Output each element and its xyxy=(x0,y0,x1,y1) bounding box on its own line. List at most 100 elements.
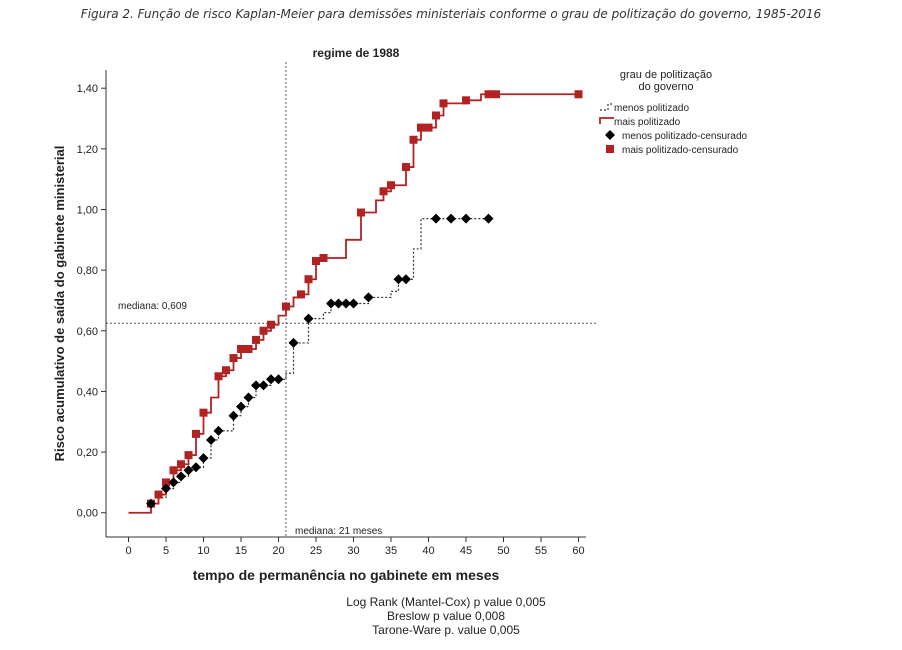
censor-mark-menos xyxy=(431,213,441,224)
censor-mark-menos xyxy=(206,434,216,445)
censor-mark-mais xyxy=(424,123,433,132)
y-tick-label: 0,60 xyxy=(77,326,98,338)
x-tick-label: 30 xyxy=(347,545,359,557)
stat-breslow: Breslow p value 0,008 xyxy=(386,609,506,623)
censor-mark-mais xyxy=(229,354,238,363)
x-axis-label: tempo de permanência no gabinete em mese… xyxy=(193,567,500,583)
censor-mark-mais xyxy=(199,408,208,417)
censor-mark-mais xyxy=(319,254,328,263)
censor-mark-menos xyxy=(273,374,284,385)
censor-mark-menos xyxy=(348,298,359,309)
censor-mark-mais xyxy=(154,490,163,499)
censor-mark-menos xyxy=(213,425,224,436)
censor-mark-mais xyxy=(462,96,470,105)
censor-mark-menos xyxy=(326,298,336,309)
y-tick-label: 0,40 xyxy=(77,386,98,398)
series-menos-politizado-line xyxy=(128,217,489,514)
y-axis-label: Risco acumulativo de saída do gabinete m… xyxy=(52,146,67,462)
censor-mark-menos xyxy=(236,401,246,412)
censor-mark-mais xyxy=(357,208,365,217)
censor-mark-mais xyxy=(244,344,253,353)
censor-mark-mais xyxy=(304,275,313,284)
x-tick-label: 10 xyxy=(197,545,209,557)
censor-mark-mais xyxy=(432,111,440,120)
y-tick-label: 1,20 xyxy=(77,144,98,156)
x-tick-label: 5 xyxy=(163,545,169,557)
censor-mark-menos xyxy=(243,392,254,403)
censor-mark-mais xyxy=(312,257,320,266)
y-tick-label: 0,80 xyxy=(77,265,98,277)
x-tick-label: 55 xyxy=(535,545,547,557)
censor-mark-mais xyxy=(409,135,418,144)
censor-mark-menos xyxy=(341,298,351,309)
x-tick-label: 60 xyxy=(572,545,584,557)
censor-mark-mais xyxy=(177,460,185,469)
censor-mark-mais xyxy=(192,429,200,438)
censor-mark-menos xyxy=(303,313,314,324)
x-tick-label: 45 xyxy=(460,545,472,557)
censor-mark-menos xyxy=(251,380,261,391)
censor-mark-mais xyxy=(492,90,500,99)
censor-mark-menos xyxy=(228,410,239,421)
stat-taroneware: Tarone-Ware p. value 0,005 xyxy=(372,623,520,637)
y-tick-label: 1,40 xyxy=(77,83,98,95)
censor-mark-menos xyxy=(446,213,456,224)
x-tick-label: 20 xyxy=(272,545,284,557)
censor-mark-mais xyxy=(222,366,230,375)
censor-mark-mais xyxy=(387,181,395,190)
censor-mark-menos xyxy=(461,213,471,224)
y-tick-label: 0,20 xyxy=(77,447,98,459)
legend-swatch-mais-censurado xyxy=(606,145,614,153)
censor-mark-menos xyxy=(288,337,299,348)
censor-mark-menos xyxy=(333,298,344,309)
median-h-label: mediana: 0,609 xyxy=(118,301,187,312)
censor-mark-menos xyxy=(393,274,404,285)
censor-mark-mais xyxy=(169,466,178,475)
censor-mark-menos xyxy=(168,477,179,488)
censor-mark-mais xyxy=(184,451,193,460)
censor-mark-menos xyxy=(483,213,494,224)
censor-mark-menos xyxy=(198,453,209,464)
censor-mark-mais xyxy=(484,90,493,99)
y-tick-label: 1,00 xyxy=(77,204,98,216)
censor-mark-menos xyxy=(363,292,374,303)
censor-mark-mais xyxy=(417,123,425,132)
censor-mark-menos xyxy=(191,462,201,473)
censor-mark-mais xyxy=(267,320,275,329)
legend-swatch-mais-politizado xyxy=(599,117,614,124)
censor-mark-mais xyxy=(214,372,223,381)
censor-mark-menos xyxy=(146,498,156,509)
median-v-label: mediana: 21 meses xyxy=(295,526,382,537)
x-tick-label: 0 xyxy=(125,545,131,557)
x-tick-label: 50 xyxy=(497,545,509,557)
censor-mark-menos xyxy=(401,274,411,285)
chart-panel: 0,00 0,20 0,40 0,60 0,80 1,00 1,20 1,40 0 5 10 15 20… xyxy=(36,32,788,644)
censor-mark-mais xyxy=(237,344,245,353)
x-tick-label: 25 xyxy=(310,545,322,557)
censor-mark-menos xyxy=(161,483,171,494)
figure-caption: Figura 2. Função de risco Kaplan-Meier p… xyxy=(80,7,822,21)
chart-title: regime de 1988 xyxy=(313,46,400,60)
y-tick-label: 0,00 xyxy=(77,508,98,520)
x-tick-label: 15 xyxy=(235,545,247,557)
x-tick-label: 40 xyxy=(422,545,434,557)
legend-entry-3: mais politizado-censurado xyxy=(622,145,739,156)
stat-logrank: Log Rank (Mantel-Cox) p value 0,005 xyxy=(346,595,546,609)
censor-mark-mais xyxy=(439,99,448,108)
censor-mark-mais xyxy=(252,335,260,344)
legend-swatch-menos-politizado xyxy=(600,103,614,111)
censor-mark-mais xyxy=(162,478,170,487)
censor-mark-menos xyxy=(266,374,276,385)
x-tick-label: 35 xyxy=(385,545,397,557)
censor-mark-mais xyxy=(297,290,305,299)
censor-mark-mais xyxy=(402,163,410,172)
censor-mark-menos xyxy=(176,471,186,482)
censor-mark-mais xyxy=(379,187,388,196)
legend-title: grau de politização do governo xyxy=(620,69,712,93)
censor-mark-mais xyxy=(282,302,290,311)
km-chart: 0,00 0,20 0,40 0,60 0,80 1,00 1,20 1,40 0 5 10 15 20… xyxy=(52,46,748,583)
censor-mark-mais xyxy=(259,326,268,335)
censor-mark-menos xyxy=(258,380,269,391)
censor-mark-mais xyxy=(574,90,583,99)
legend-swatch-menos-censurado xyxy=(605,130,615,140)
